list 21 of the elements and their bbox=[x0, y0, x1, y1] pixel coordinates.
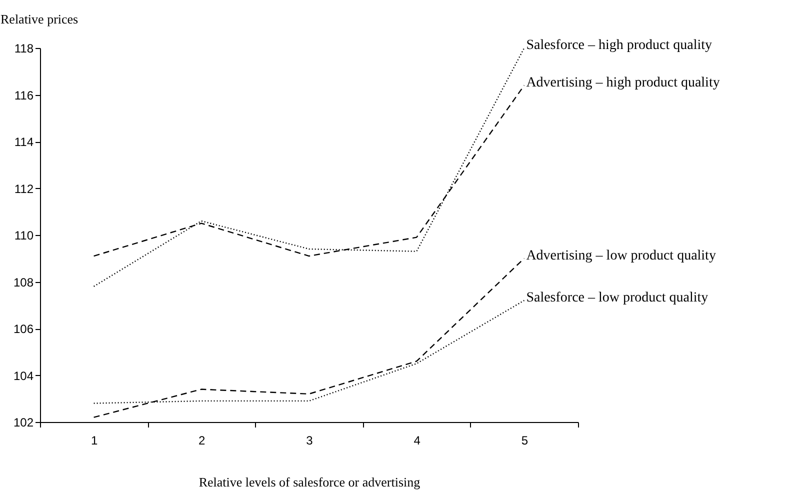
x-tick-label: 3 bbox=[306, 434, 314, 448]
series-label: Advertising – high product quality bbox=[526, 75, 720, 90]
series-label: Salesforce – high product quality bbox=[526, 38, 712, 53]
x-tick-label: 5 bbox=[521, 434, 528, 448]
y-tick-label: 106 bbox=[13, 322, 34, 336]
y-tick-label: 104 bbox=[13, 368, 34, 383]
x-tick-label: 2 bbox=[198, 434, 206, 448]
y-axis-title: Relative prices bbox=[0, 12, 78, 26]
line-series bbox=[93, 47, 525, 288]
y-tick-label: 112 bbox=[14, 182, 34, 196]
x-tick-label: 4 bbox=[414, 434, 421, 448]
x-axis-title: Relative levels of salesforce or advertising bbox=[198, 474, 421, 490]
x-tick-label: 1 bbox=[90, 434, 98, 448]
y-tick-label: 116 bbox=[14, 88, 34, 102]
series-label: Advertising – low product quality bbox=[526, 248, 716, 264]
y-tick-label: 114 bbox=[14, 135, 34, 149]
y-tick-label: 110 bbox=[14, 228, 34, 242]
y-tick-label: 102 bbox=[13, 416, 34, 430]
series-label: Salesforce – low product quality bbox=[526, 290, 708, 306]
y-tick-label: 108 bbox=[13, 275, 34, 290]
y-tick-label: 118 bbox=[14, 42, 34, 56]
